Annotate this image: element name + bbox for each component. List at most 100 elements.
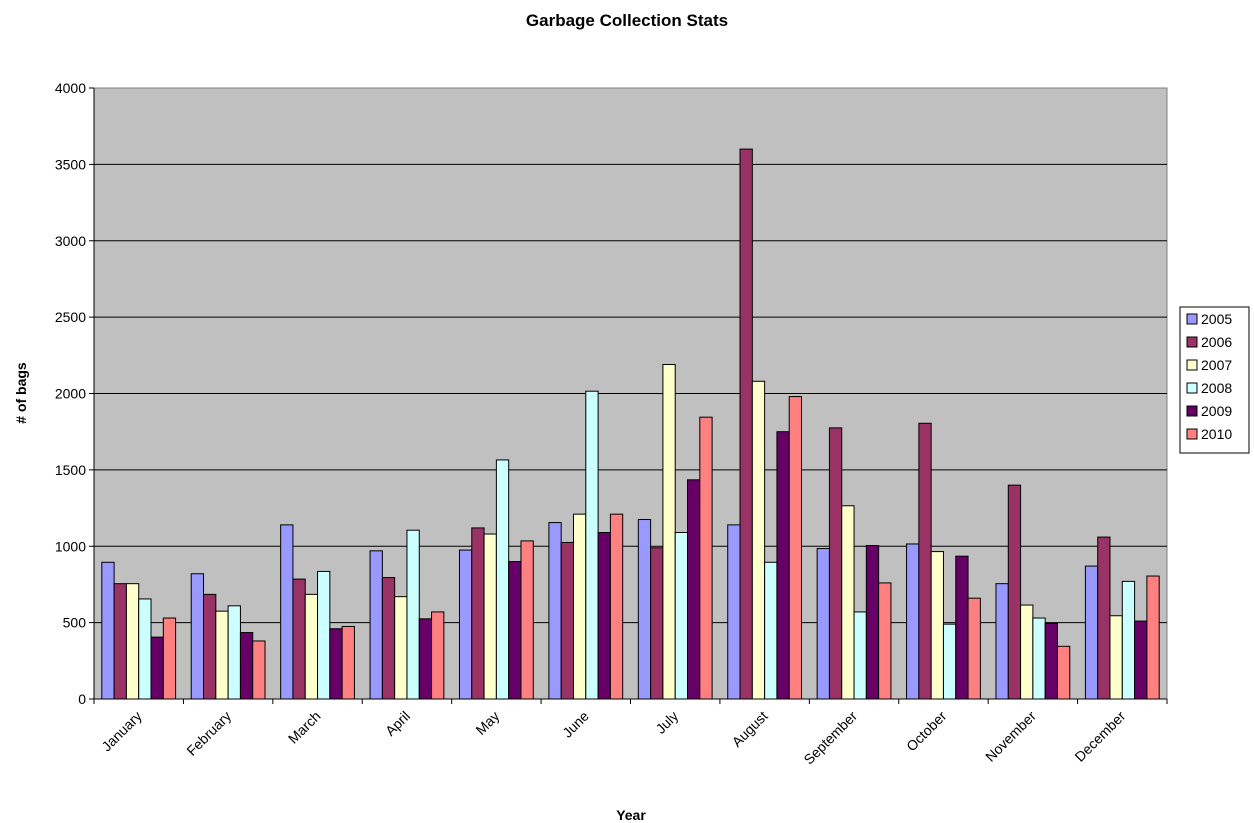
- bar-2005-september: [816, 548, 830, 700]
- bar-2007-october: [930, 551, 944, 700]
- x-tick-label: March: [285, 708, 324, 747]
- bar-2007-august: [751, 380, 766, 700]
- x-tick-label: May: [472, 708, 502, 738]
- bar-2008-april: [406, 529, 420, 700]
- legend-swatch-2006: [1186, 336, 1198, 348]
- bar-2007-july: [662, 363, 676, 700]
- bar-2006-june: [560, 541, 574, 700]
- bar-2006-october: [918, 422, 932, 700]
- bar-2009-february: [239, 632, 254, 700]
- bar-2010-april: [431, 611, 445, 700]
- bar-2010-july: [699, 416, 713, 700]
- bar-2005-april: [369, 550, 383, 700]
- bar-2010-march: [341, 625, 355, 700]
- bar-2005-august: [727, 524, 741, 700]
- bar-2008-february: [227, 605, 241, 700]
- chart-title: Garbage Collection Stats: [526, 11, 728, 30]
- bar-2009-june: [597, 532, 611, 700]
- legend-label-2005: 2005: [1201, 311, 1232, 327]
- bar-2009-december: [1134, 620, 1148, 700]
- bar-2005-january: [101, 561, 115, 700]
- bar-2008-august: [764, 561, 778, 700]
- bar-2006-april: [381, 577, 396, 700]
- bar-2009-august: [776, 431, 790, 700]
- y-tick-label: 4000: [55, 80, 86, 96]
- bar-2008-september: [853, 611, 867, 700]
- x-tick-label: January: [98, 708, 145, 755]
- bar-2005-october: [906, 543, 920, 700]
- bar-2009-october: [955, 555, 969, 700]
- y-axis-title: # of bags: [13, 362, 29, 424]
- bar-2009-september: [865, 544, 880, 700]
- bar-2007-september: [841, 505, 855, 700]
- y-tick-label: 1500: [55, 462, 86, 478]
- legend: 2005 2006 2007 2008 2009 2010: [1179, 306, 1250, 454]
- bar-2006-november: [1007, 484, 1022, 700]
- bar-2007-november: [1020, 604, 1034, 700]
- x-tick-label: August: [729, 708, 771, 750]
- legend-swatch-2007: [1186, 359, 1198, 371]
- bar-2007-january: [125, 583, 140, 700]
- legend-swatch-2010: [1186, 428, 1198, 440]
- bar-2008-march: [317, 570, 331, 700]
- bar-2005-february: [190, 573, 205, 700]
- bar-2005-december: [1084, 565, 1099, 700]
- bar-2006-december: [1097, 536, 1111, 700]
- bar-2007-february: [215, 610, 229, 700]
- bar-2006-september: [828, 427, 843, 700]
- y-tick-label: 2000: [55, 386, 86, 402]
- legend-label-2007: 2007: [1201, 357, 1232, 373]
- bar-2005-june: [548, 522, 562, 700]
- bar-2008-june: [585, 390, 599, 700]
- bar-2009-january: [150, 636, 164, 700]
- bar-2005-march: [280, 524, 294, 700]
- bar-2010-august: [788, 396, 803, 700]
- bar-2006-august: [739, 148, 753, 700]
- legend-swatch-2009: [1186, 405, 1198, 417]
- bar-2010-september: [878, 582, 892, 700]
- x-tick-label: November: [982, 708, 1039, 765]
- bar-2010-january: [162, 617, 177, 700]
- bar-2006-march: [292, 578, 306, 700]
- bar-2006-february: [203, 593, 217, 700]
- bar-2009-november: [1044, 622, 1058, 700]
- bar-2008-december: [1121, 580, 1136, 700]
- y-tick-label: 500: [63, 615, 87, 631]
- bar-2010-june: [609, 513, 624, 700]
- x-tick-label: June: [559, 708, 592, 741]
- bar-2009-march: [329, 628, 343, 700]
- y-tick-label: 1000: [55, 538, 86, 554]
- bar-2005-may: [458, 549, 473, 700]
- x-tick-label: July: [652, 708, 681, 737]
- bar-2010-february: [252, 640, 266, 700]
- legend-label-2010: 2010: [1201, 426, 1232, 442]
- bar-2010-october: [967, 597, 981, 700]
- x-tick-label: February: [183, 708, 234, 759]
- bar-2008-october: [942, 623, 957, 700]
- bar-2008-may: [495, 459, 510, 700]
- bar-2010-december: [1146, 575, 1160, 700]
- y-tick-label: 2500: [55, 309, 86, 325]
- bar-2010-november: [1056, 645, 1071, 700]
- x-axis-title: Year: [616, 807, 646, 823]
- y-tick-label: 3000: [55, 233, 86, 249]
- legend-label-2009: 2009: [1201, 403, 1232, 419]
- bar-2008-july: [674, 532, 689, 700]
- x-tick-label: December: [1071, 708, 1128, 765]
- y-tick-label: 0: [78, 691, 86, 707]
- bar-2007-may: [483, 533, 497, 700]
- legend-swatch-2008: [1186, 382, 1198, 394]
- bar-2007-march: [304, 593, 319, 700]
- bar-2007-april: [394, 596, 408, 700]
- bar-2006-may: [471, 527, 485, 700]
- legend-label-2006: 2006: [1201, 334, 1232, 350]
- legend-swatch-2005: [1186, 313, 1198, 325]
- bar-2008-january: [138, 598, 152, 700]
- y-tick-label: 3500: [55, 156, 86, 172]
- bar-2009-may: [508, 561, 522, 700]
- bar-2010-may: [520, 540, 534, 700]
- x-tick-label: April: [382, 708, 413, 739]
- gridlines: [94, 163, 1167, 624]
